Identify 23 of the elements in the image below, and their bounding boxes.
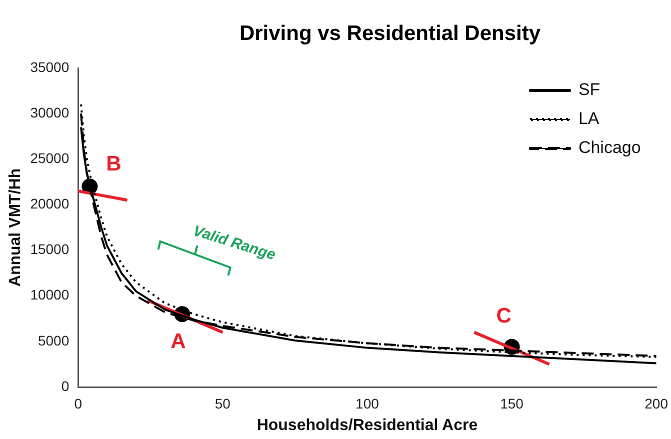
y-axis-title: Annual VMT/Hh <box>7 168 24 287</box>
legend-label: SF <box>578 80 600 100</box>
y-tick-label: 15000 <box>30 241 70 258</box>
y-tick-label: 35000 <box>30 58 70 75</box>
x-axis-title: Households/Residential Acre <box>256 416 478 434</box>
x-tick-label: 50 <box>214 395 231 412</box>
legend-label: Chicago <box>578 138 641 158</box>
y-tick-label: 20000 <box>30 196 70 212</box>
x-tick-label: 100 <box>356 395 380 412</box>
y-tick-label: 25000 <box>30 150 70 166</box>
annotation: C <box>496 304 512 328</box>
x-tick-label: 150 <box>500 395 524 412</box>
annotation: Valid Range <box>191 222 278 264</box>
y-tick-label: 30000 <box>30 104 70 120</box>
x-tick-label: 200 <box>644 395 668 412</box>
annotation: A <box>170 330 186 353</box>
x-tick-label: 0 <box>74 395 82 412</box>
y-tick-label: 10000 <box>30 286 70 303</box>
annotation: B <box>106 152 122 176</box>
y-tick-label: 5000 <box>38 332 70 348</box>
legend-label: LA <box>578 109 600 128</box>
chart-title: Driving vs Residential Density <box>238 22 542 46</box>
y-tick-label: 0 <box>61 378 70 394</box>
